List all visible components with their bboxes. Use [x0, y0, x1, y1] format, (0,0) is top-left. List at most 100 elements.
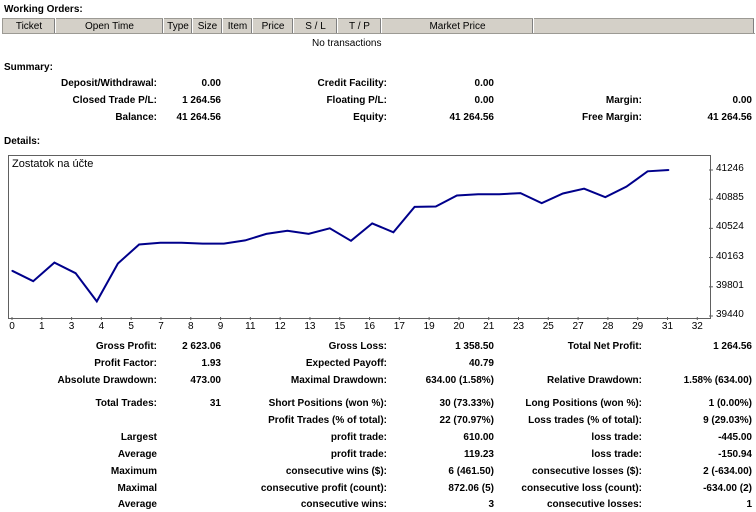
- balance-point: [392, 231, 394, 233]
- x-tick-label: 17: [393, 321, 405, 332]
- closed-pl-label: Closed Trade P/L:: [72, 95, 157, 106]
- detail-label-3: Loss trades (% of total):: [528, 415, 642, 426]
- detail-label-2: consecutive profit (count):: [260, 483, 387, 494]
- detail-value-2: 30 (73.33%): [439, 398, 494, 409]
- floating-pl-label: Floating P/L:: [326, 95, 387, 106]
- x-tick-label: 25: [542, 321, 554, 332]
- floating-pl-value: 0.00: [474, 95, 494, 106]
- balance-point: [562, 192, 564, 195]
- detail-label-1: Absolute Drawdown:: [57, 375, 157, 386]
- x-tick-label: 11: [245, 321, 256, 332]
- free-margin-label: Free Margin:: [581, 112, 642, 123]
- x-tick-label: 1: [39, 321, 45, 332]
- balance-point: [32, 280, 34, 282]
- x-tick-label: 29: [632, 321, 644, 332]
- detail-label-3: consecutive losses ($):: [531, 466, 642, 477]
- detail-label-3: consecutive loss (count):: [521, 483, 642, 494]
- col-sl[interactable]: S / L: [293, 18, 338, 34]
- detail-label-3: Relative Drawdown:: [546, 375, 642, 386]
- detail-value-3: -150.94: [718, 449, 752, 460]
- balance-point: [308, 233, 310, 235]
- x-tick-label: 15: [334, 321, 346, 332]
- chart-title: Zostatok na účte: [12, 158, 94, 170]
- credit-value: 0.00: [474, 78, 494, 89]
- y-tick-label: 41246: [716, 163, 744, 174]
- col-item[interactable]: Item: [222, 18, 253, 34]
- col-price[interactable]: Price: [252, 18, 294, 34]
- balance-point: [138, 243, 140, 246]
- x-tick-label: 8: [187, 321, 194, 332]
- balance-point: [604, 196, 606, 198]
- detail-value-2: 119.23: [463, 449, 494, 460]
- equity-label: Equity:: [353, 112, 387, 123]
- detail-label-1: Average: [117, 499, 157, 510]
- detail-label-1: Maximum: [110, 466, 157, 477]
- y-tick-label: 39440: [716, 309, 744, 320]
- balance-point: [350, 240, 352, 242]
- detail-label-2: consecutive wins ($):: [285, 466, 387, 477]
- balance-point: [117, 262, 119, 265]
- detail-label-2: Expected Payoff:: [305, 358, 387, 369]
- detail-label-2: profit trade:: [330, 449, 387, 460]
- detail-label-1: Profit Factor:: [94, 358, 157, 369]
- detail-value-3: 1 (0.00%): [708, 398, 752, 409]
- col-market-price[interactable]: Market Price: [381, 18, 534, 34]
- balance-point: [329, 227, 331, 229]
- margin-label: Margin:: [605, 95, 642, 106]
- detail-label-1: Maximal: [117, 483, 157, 494]
- x-tick-label: 20: [453, 321, 465, 332]
- balance-chart-svg: [11, 169, 713, 320]
- detail-label-1: Total Trades:: [95, 398, 158, 409]
- x-tick-label: 23: [512, 321, 525, 332]
- x-tick-label: 13: [304, 321, 316, 332]
- x-tick-label: 32: [691, 321, 703, 332]
- balance-point: [435, 205, 437, 208]
- balance-label: Balance:: [115, 112, 157, 123]
- col-tp[interactable]: T / P: [337, 18, 382, 34]
- x-tick-label: 4: [98, 321, 105, 332]
- balance-point: [541, 202, 543, 204]
- detail-value-2: 872.06 (5): [448, 483, 494, 494]
- x-tick-label: 31: [661, 321, 674, 332]
- detail-label-3: loss trade:: [591, 449, 642, 460]
- margin-value: 0.00: [732, 95, 752, 106]
- balance-point: [74, 272, 77, 274]
- y-tick-label: 40885: [716, 192, 744, 204]
- balance-point: [371, 222, 373, 225]
- detail-value-2: 6 (461.50): [448, 466, 494, 477]
- balance-point: [625, 186, 628, 188]
- balance-point: [519, 192, 522, 194]
- balance-point: [456, 194, 458, 197]
- detail-value-1: 473.00: [190, 375, 221, 386]
- detail-label-2: Gross Loss:: [328, 341, 387, 352]
- balance-point: [223, 243, 225, 245]
- balance-point: [180, 242, 183, 244]
- free-margin-value: 41 264.56: [707, 112, 753, 123]
- balance-point: [265, 233, 267, 235]
- detail-value-3: 1: [746, 499, 752, 510]
- detail-label-1: Largest: [120, 432, 157, 443]
- col-open-time[interactable]: Open Time: [55, 18, 164, 34]
- balance-point: [477, 193, 479, 195]
- col-ticket[interactable]: Ticket: [2, 18, 56, 34]
- working-orders-title: Working Orders:: [4, 4, 83, 15]
- balance-point: [583, 188, 585, 190]
- detail-label-3: Total Net Profit:: [567, 341, 642, 352]
- col-empty[interactable]: [533, 18, 755, 34]
- detail-label-2: Short Positions (won %):: [268, 398, 387, 409]
- balance-point: [498, 193, 500, 195]
- no-transactions-text: No transactions: [312, 38, 382, 49]
- balance-point: [244, 239, 246, 242]
- detail-value-1: 2 623.06: [182, 341, 221, 352]
- deposit-value: 0.00: [201, 78, 221, 89]
- balance-point: [413, 206, 416, 208]
- balance-point: [202, 243, 204, 245]
- x-tick-label: 0: [9, 321, 15, 332]
- detail-value-3: -445.00: [718, 432, 752, 443]
- balance-point: [647, 170, 649, 172]
- closed-pl-value: 1 264.56: [182, 95, 221, 106]
- detail-value-3: 9 (29.03%): [703, 415, 752, 426]
- details-title: Details:: [4, 136, 41, 147]
- detail-value-2: 634.00 (1.58%): [425, 375, 494, 386]
- detail-value-1: 31: [209, 398, 221, 409]
